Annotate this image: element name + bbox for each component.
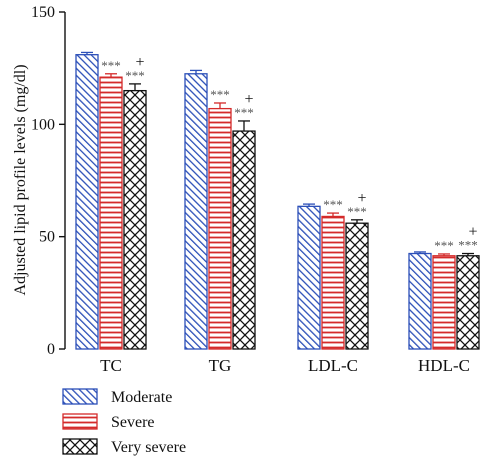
bar-moderate-tg — [184, 73, 208, 350]
bar-severe-ldl-c — [321, 215, 345, 350]
legend: Moderate Severe Very severe — [62, 388, 186, 456]
significance-label: *** — [101, 58, 121, 73]
bar-very-severe-ldl-c — [345, 222, 369, 350]
x-category-label: HDL-C — [418, 356, 470, 375]
y-tick-label: 100 — [31, 116, 55, 133]
significance-label: *** — [347, 204, 367, 219]
x-category-label: TC — [100, 356, 122, 375]
bar-severe-tg — [208, 107, 232, 350]
bar-very-severe-tg — [232, 130, 256, 350]
significance-label: *** — [323, 197, 343, 212]
significance-plus-label: + — [244, 91, 253, 108]
bar-very-severe-tc — [123, 89, 147, 350]
significance-plus-label: + — [357, 190, 366, 207]
bar-moderate-hdl-c — [408, 252, 432, 350]
legend-swatch-severe — [62, 413, 98, 430]
significance-plus-label: + — [135, 54, 144, 71]
y-tick-label: 0 — [47, 341, 55, 358]
significance-label: *** — [458, 238, 478, 253]
x-category-label: LDL-C — [308, 356, 358, 375]
significance-label: *** — [210, 87, 230, 102]
legend-label: Severe — [111, 414, 155, 431]
bar-moderate-tc — [75, 54, 99, 350]
bar-very-severe-hdl-c — [456, 255, 480, 350]
y-tick-label: 150 — [31, 4, 55, 21]
significance-label: *** — [434, 238, 454, 253]
x-category-label: TG — [209, 356, 232, 375]
bar-severe-tc — [99, 76, 123, 350]
legend-label: Moderate — [111, 389, 172, 406]
legend-swatch-moderate — [62, 388, 98, 405]
bar-moderate-ldl-c — [297, 205, 321, 350]
legend-label: Very severe — [111, 439, 186, 456]
y-axis-title: Adjusted lipid profile levels (mg/dl) — [12, 64, 29, 295]
y-tick-label: 50 — [39, 229, 55, 246]
significance-label: *** — [125, 68, 145, 83]
significance-label: *** — [234, 105, 254, 120]
legend-swatch-very-severe — [62, 438, 98, 455]
bar-severe-hdl-c — [432, 255, 456, 350]
significance-plus-label: + — [468, 224, 477, 241]
